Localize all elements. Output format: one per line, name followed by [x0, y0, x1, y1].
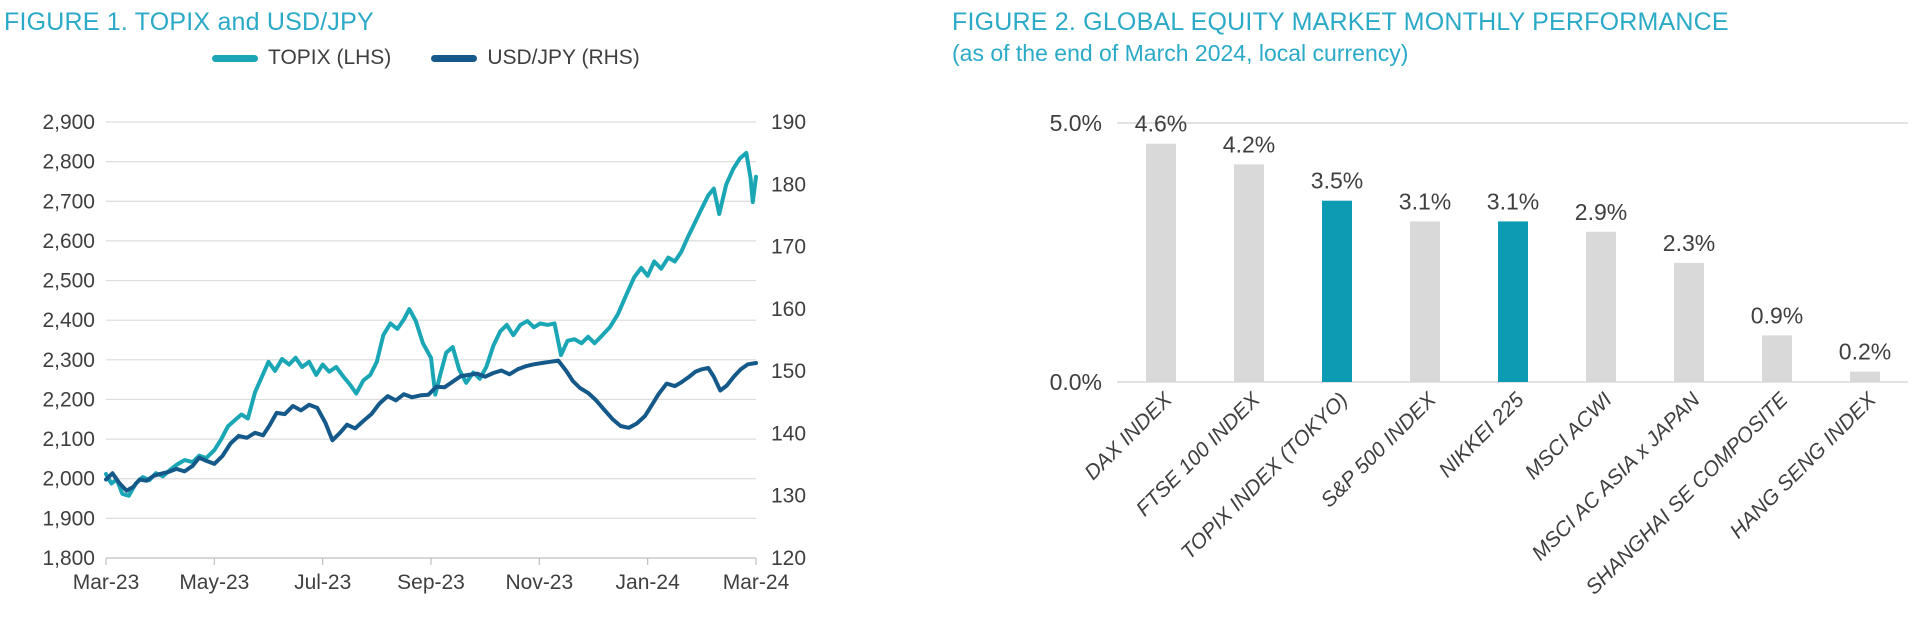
bar-value-label: 2.3%: [1663, 230, 1715, 256]
left-axis-tick-label: 2,100: [42, 428, 95, 451]
bar-category-label: NIKKEI 225: [1435, 388, 1529, 482]
left-axis-tick-label: 2,200: [42, 388, 95, 411]
right-axis-tick-label: 140: [771, 422, 806, 445]
bar-value-label: 4.2%: [1223, 131, 1275, 157]
bar-value-label: 2.9%: [1575, 199, 1627, 225]
legend-swatch-topix-line: [212, 54, 258, 62]
left-axis-tick-label: 2,300: [42, 349, 95, 372]
bar-category-label: HANG SENG INDEX: [1726, 388, 1882, 544]
figure2-title: FIGURE 2. GLOBAL EQUITY MARKET MONTHLY P…: [952, 8, 1729, 36]
legend-item-usdjpy: USD/JPY (RHS): [431, 46, 640, 70]
left-axis-tick-label: 1,900: [42, 507, 95, 530]
topix-series-line: [104, 150, 758, 498]
left-axis-tick-label: 2,000: [42, 468, 95, 491]
left-axis-tick-label: 2,800: [42, 151, 95, 174]
right-axis-tick-label: 190: [771, 111, 806, 134]
figure1-line-chart: 2,900 2,800 2,700 2,600 2,500 2,400 2,300 2,200…: [42, 111, 806, 594]
bar-value-label: 0.9%: [1751, 302, 1803, 328]
bar-value-label: 0.2%: [1839, 339, 1891, 365]
bar-value-label: 3.5%: [1311, 168, 1363, 194]
right-axis-tick-label: 120: [771, 547, 806, 570]
bar-category-label: MSCI AC ASIA x JAPAN: [1528, 388, 1705, 565]
x-axis-tick-label: Mar-23: [73, 571, 140, 594]
figure1-legend: TOPIX (LHS) USD/JPY (RHS): [212, 46, 640, 70]
right-axis-tick-label: 130: [771, 485, 806, 508]
x-axis-tick-label: May-23: [179, 571, 249, 594]
left-axis-tick-label: 1,800: [42, 547, 95, 570]
y-axis-tick-label: 0.0%: [1050, 369, 1102, 395]
bar-dax-index: [1146, 143, 1176, 382]
x-axis-tick-label: Mar-24: [723, 571, 790, 594]
figure1-title: FIGURE 1. TOPIX and USD/JPY: [4, 8, 374, 36]
bar-category-label: MSCI ACWI: [1521, 388, 1617, 484]
bar-shanghai-se-composite: [1762, 335, 1792, 382]
bar-msci-ac-asia-x-japan: [1674, 262, 1704, 382]
left-axis-tick-label: 2,500: [42, 270, 95, 293]
bar-s-p-500-index: [1410, 221, 1440, 382]
x-axis-tick-label: Nov-23: [505, 571, 573, 594]
legend-label-usdjpy: USD/JPY (RHS): [487, 46, 640, 69]
bar-category-label: TOPIX INDEX (TOKYO): [1177, 388, 1353, 564]
right-axis-tick-label: 160: [771, 298, 806, 321]
left-axis-tick-label: 2,400: [42, 309, 95, 332]
bar-category-label: DAX INDEX: [1080, 388, 1177, 485]
y-axis-tick-label: 5.0%: [1050, 110, 1102, 136]
bar-value-label: 4.6%: [1135, 111, 1187, 137]
bar-value-label: 3.1%: [1487, 188, 1539, 214]
left-axis-tick-label: 2,700: [42, 190, 95, 213]
bar-nikkei-225: [1498, 221, 1528, 382]
figure2-subtitle: (as of the end of March 2024, local curr…: [952, 40, 1409, 66]
x-axis-tick-label: Sep-23: [397, 571, 465, 594]
left-axis-tick-label: 2,900: [42, 111, 95, 134]
x-axis-tick-label: Jul-23: [294, 571, 351, 594]
right-axis-tick-label: 170: [771, 236, 806, 259]
bar-topix-index-tokyo-: [1322, 200, 1352, 382]
right-axis-tick-label: 150: [771, 360, 806, 383]
usdjpy-series-line: [104, 358, 758, 493]
x-axis-tick-label: Jan-24: [616, 571, 681, 594]
right-axis-tick-label: 180: [771, 173, 806, 196]
legend-swatch-usdjpy-line: [431, 54, 478, 62]
bar-hang-seng-index: [1850, 371, 1880, 382]
left-axis-tick-label: 2,600: [42, 230, 95, 253]
legend-item-topix: TOPIX (LHS): [212, 46, 391, 70]
bar-value-label: 3.1%: [1399, 188, 1451, 214]
legend-label-topix: TOPIX (LHS): [268, 46, 392, 69]
bar-ftse-100-index: [1234, 164, 1264, 382]
bar-msci-acwi: [1586, 231, 1616, 382]
